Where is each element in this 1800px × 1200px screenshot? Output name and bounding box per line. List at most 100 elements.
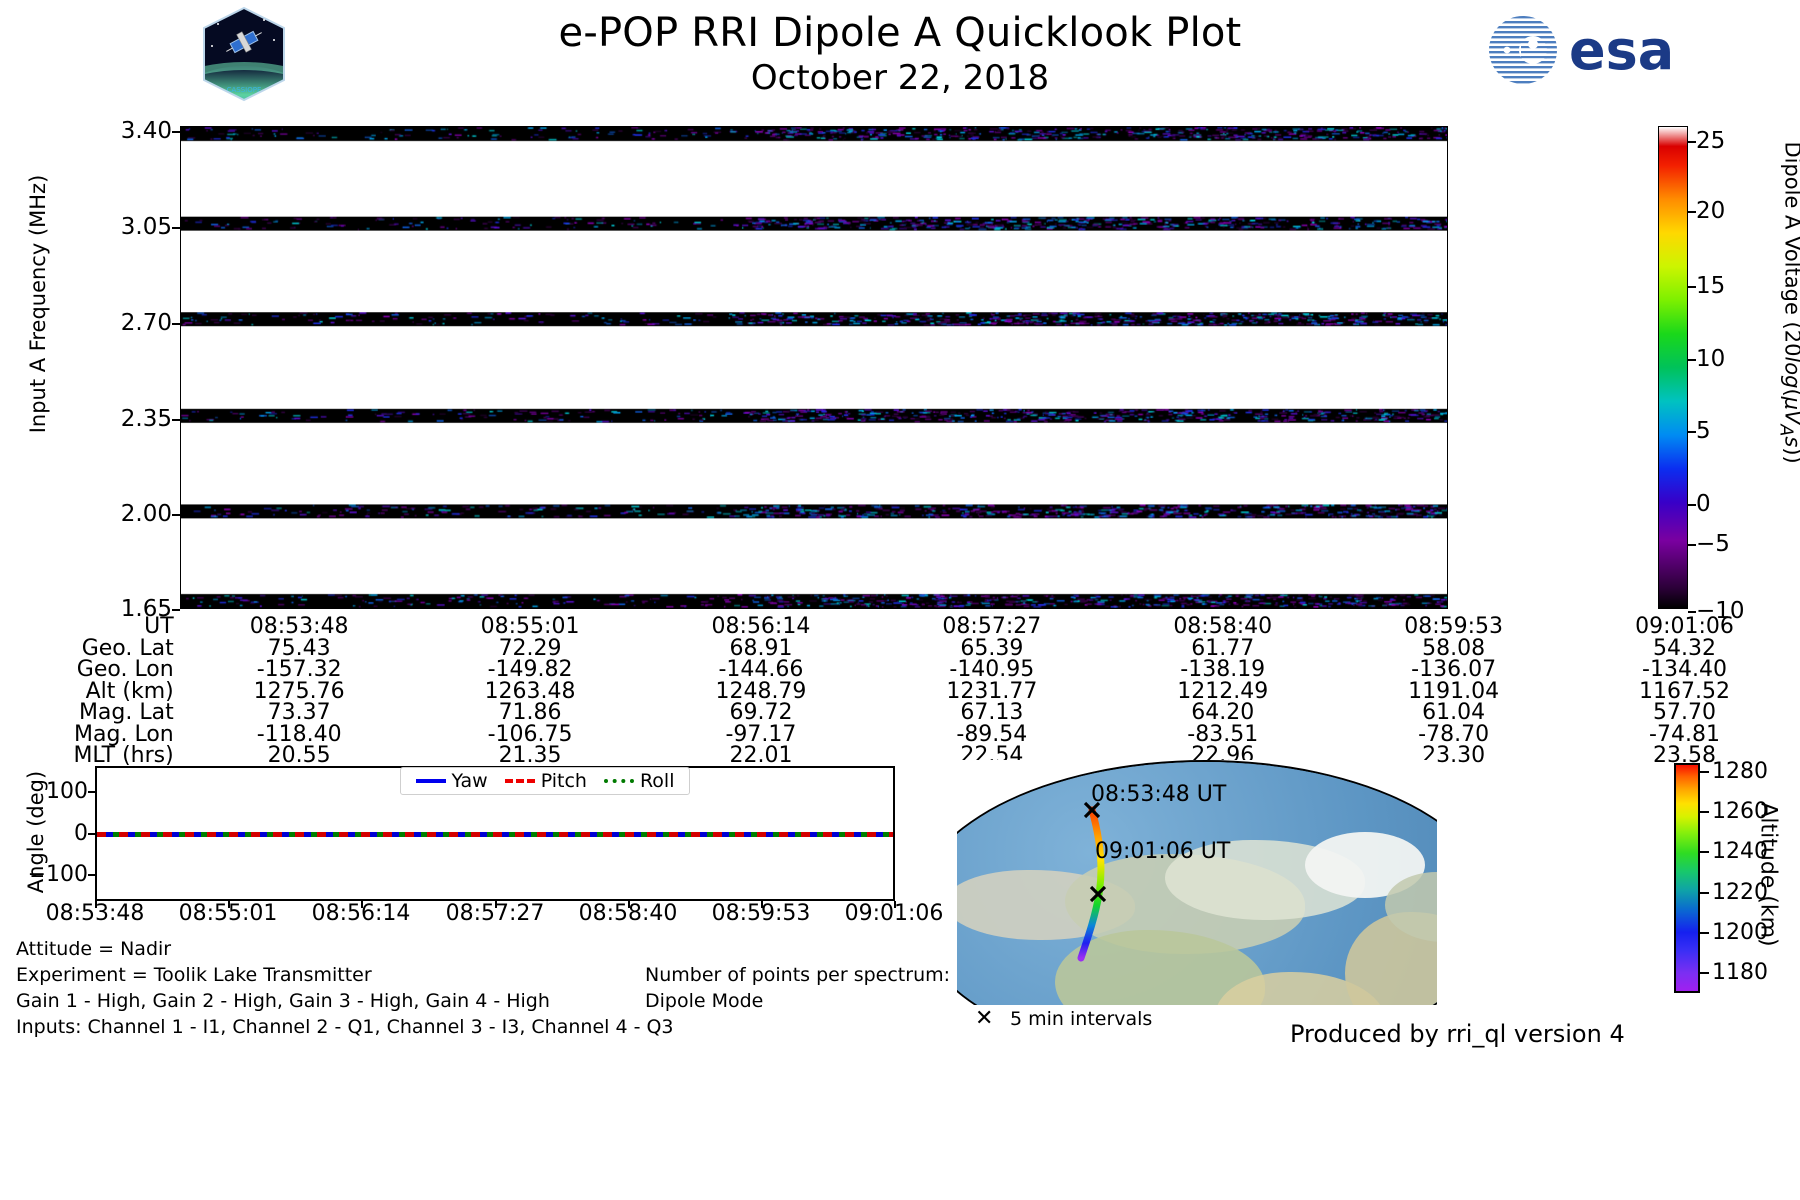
esa-logo-icon: esa: [1487, 14, 1709, 86]
voltage-cbar-tick-3: 10: [1696, 348, 1725, 371]
spectrogram-ytickmark-5: [172, 609, 180, 611]
ephemeris-cell: 57.70: [1569, 702, 1800, 724]
table-row: Mag. Lon -118.40 -106.75 -97.17 -89.54 -83.51…: [0, 724, 1800, 746]
voltage-colorbar-gradient: [1659, 127, 1687, 608]
table-row: UT 08:53:48 08:55:01 08:56:14 08:57:27 08:58:…: [0, 616, 1800, 638]
attitude-xtick-4: 08:58:40: [558, 903, 698, 925]
spectrogram-ytick-4: 2.00: [0, 503, 172, 526]
voltage-cbar-tick-2: 15: [1696, 275, 1725, 298]
ephemeris-cell: -106.75: [415, 724, 646, 746]
ephemeris-cell: -83.51: [1107, 724, 1338, 746]
ephemeris-cell: 64.20: [1107, 702, 1338, 724]
attitude-ytick-0: 100: [0, 781, 88, 803]
ephemeris-cell: 08:59:53: [1338, 616, 1569, 638]
ephemeris-cell: 1263.48: [415, 681, 646, 703]
attitude-ytick-2: −100: [0, 864, 88, 886]
table-row: Geo. Lon -157.32 -149.82 -144.66 -140.95 -138…: [0, 659, 1800, 681]
ephemeris-cell: 61.77: [1107, 638, 1338, 660]
ephemeris-row-label: Geo. Lon: [0, 659, 184, 681]
altitude-cbar-tick-4: 1200: [1712, 922, 1768, 944]
ephemeris-cell: 21.35: [415, 745, 646, 767]
altitude-cbar-tickmark-4: [1700, 932, 1709, 934]
esa-wordmark: esa: [1569, 19, 1674, 82]
ephemeris-row-label: Alt (km): [0, 681, 184, 703]
attitude-xtick-1: 08:55:01: [158, 903, 298, 925]
ephemeris-cell: 54.32: [1569, 638, 1800, 660]
footer-produced-by: Produced by rri_ql version 4: [1290, 1020, 1625, 1048]
ephemeris-cell: 73.37: [184, 702, 415, 724]
ephemeris-cell: 1212.49: [1107, 681, 1338, 703]
ephemeris-cell: 72.29: [415, 638, 646, 660]
voltage-cbar-tickmark-4: [1688, 431, 1696, 433]
ephemeris-row-label: Mag. Lat: [0, 702, 184, 724]
ephemeris-cell: 1167.52: [1569, 681, 1800, 703]
voltage-colorbar: [1658, 126, 1688, 609]
altitude-cbar-tick-1: 1260: [1712, 801, 1768, 823]
ephemeris-cell: 08:55:01: [415, 616, 646, 638]
voltage-cbar-tickmark-7: [1688, 611, 1696, 613]
legend-label-roll: Roll: [640, 770, 675, 792]
attitude-legend: Yaw Pitch Roll: [400, 767, 690, 795]
voltage-colorbar-label: Dipole A Voltage (20log(μVAs)): [1775, 73, 1800, 533]
cassiope-mission-patch-icon: CASSIOPE: [196, 6, 292, 102]
ephemeris-cell: -78.70: [1338, 724, 1569, 746]
legend-item-pitch: Pitch: [505, 770, 587, 792]
ephemeris-cell: 58.08: [1338, 638, 1569, 660]
ephemeris-cell: -118.40: [184, 724, 415, 746]
ephemeris-cell: 75.43: [184, 638, 415, 660]
attitude-xtick-3: 08:57:27: [425, 903, 565, 925]
spectrogram-ytickmark-1: [172, 227, 180, 229]
ephemeris-cell: 1275.76: [184, 681, 415, 703]
ephemeris-cell: 61.04: [1338, 702, 1569, 724]
altitude-cbar-tick-2: 1240: [1712, 841, 1768, 863]
roll-line-swatch: [604, 779, 634, 783]
footer-mode: Dipole Mode: [645, 992, 763, 1011]
ephemeris-row-label: Geo. Lat: [0, 638, 184, 660]
altitude-cbar-tick-5: 1180: [1712, 962, 1768, 984]
legend-label-yaw: Yaw: [452, 770, 488, 792]
pitch-line-swatch: [505, 779, 535, 783]
legend-label-pitch: Pitch: [541, 770, 587, 792]
ephemeris-row-label: UT: [0, 616, 184, 638]
spectrogram-y-axis-label: Input A Frequency (MHz): [26, 94, 50, 514]
footer-npoints: Number of points per spectrum: 5208: [645, 966, 1004, 985]
voltage-cbar-tickmark-3: [1688, 359, 1696, 361]
voltage-cbar-tickmark-6: [1688, 544, 1696, 546]
voltage-cbar-tick-0: 25: [1696, 130, 1725, 153]
ephemeris-cell: -138.19: [1107, 659, 1338, 681]
voltage-cbar-tickmark-5: [1688, 504, 1696, 506]
voltage-cbar-tickmark-0: [1688, 141, 1696, 143]
spectrogram-ytick-0: 3.40: [0, 120, 172, 143]
table-row: Geo. Lat 75.43 72.29 68.91 65.39 61.77 58.08 54…: [0, 638, 1800, 660]
spectrogram-ytickmark-3: [172, 419, 180, 421]
ephemeris-cell: -97.17: [646, 724, 877, 746]
altitude-colorbar-gradient: [1676, 765, 1698, 991]
altitude-cbar-tickmark-2: [1700, 851, 1709, 853]
ephemeris-cell: 68.91: [646, 638, 877, 660]
ephemeris-cell: 09:01:06: [1569, 616, 1800, 638]
altitude-cbar-tick-3: 1220: [1712, 882, 1768, 904]
ephemeris-cell: -89.54: [876, 724, 1107, 746]
ephemeris-cell: -157.32: [184, 659, 415, 681]
attitude-ytick-1: 0: [0, 823, 88, 845]
map-start-time-label: 08:53:48 UT: [1091, 784, 1226, 806]
altitude-cbar-tick-0: 1280: [1712, 761, 1768, 783]
attitude-xtick-6: 09:01:06: [824, 903, 964, 925]
ephemeris-cell: 1248.79: [646, 681, 877, 703]
altitude-cbar-tickmark-5: [1700, 972, 1709, 974]
spectrogram-ytick-2: 2.70: [0, 312, 172, 335]
attitude-xtick-5: 08:59:53: [691, 903, 831, 925]
table-row: Alt (km) 1275.76 1263.48 1248.79 1231.77 1212…: [0, 681, 1800, 703]
spectrogram-plot: [180, 126, 1448, 609]
altitude-cbar-tickmark-3: [1700, 892, 1709, 894]
attitude-ytickmark-2: [88, 874, 95, 876]
yaw-line-swatch: [416, 779, 446, 783]
attitude-ytickmark-0: [88, 791, 95, 793]
voltage-cbar-tick-4: 5: [1696, 420, 1711, 443]
spectrogram-canvas: [181, 127, 1447, 608]
spectrogram-ytickmark-4: [172, 514, 180, 516]
interval-marker-icon: ✕: [975, 1006, 993, 1031]
ephemeris-cell: -140.95: [876, 659, 1107, 681]
ephemeris-cell: 08:56:14: [646, 616, 877, 638]
ephemeris-table: UT 08:53:48 08:55:01 08:56:14 08:57:27 08:58:…: [0, 616, 1800, 767]
